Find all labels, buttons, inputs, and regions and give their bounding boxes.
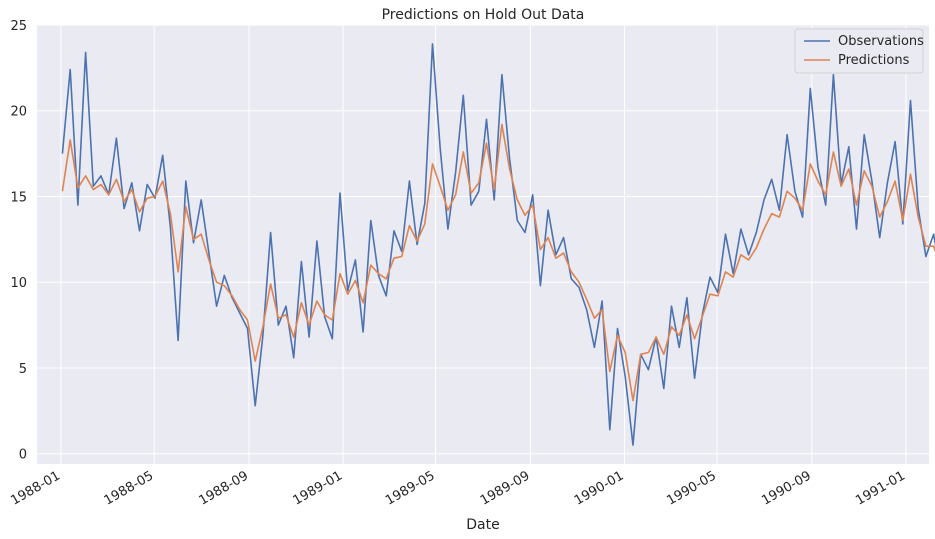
y-tick-label: 10: [10, 276, 27, 291]
legend-box: [794, 28, 924, 74]
x-tick-label: 1990-09: [759, 468, 814, 508]
y-tick-label: 20: [10, 105, 27, 120]
x-tick-label: 1990-05: [664, 468, 719, 508]
x-tick-label: 1989-05: [383, 468, 438, 508]
legend-label-observations: Observations: [838, 34, 924, 49]
y-tick-label: 15: [10, 190, 27, 205]
x-tick-label: 1990-01: [572, 468, 627, 508]
x-tick-label: 1988-05: [102, 468, 157, 508]
x-axis: 1988-01 1988-05 1988-09 1989-01 1989-05 1989-…: [8, 468, 908, 508]
grid: [37, 24, 929, 464]
x-tick-label: 1989-01: [291, 468, 346, 508]
plot-area: [37, 25, 929, 464]
legend: Observations Predictions: [794, 28, 924, 74]
series-layer: [61, 43, 935, 446]
y-tick-label: 25: [10, 19, 27, 34]
x-tick-label: 1988-01: [8, 468, 63, 508]
x-tick-label: 1988-09: [196, 468, 251, 508]
chart-title: Predictions on Hold Out Data: [382, 7, 585, 23]
y-tick-label: 0: [19, 448, 27, 463]
x-axis-label: Date: [466, 517, 499, 533]
x-tick-label: 1989-09: [478, 468, 533, 508]
series-line-predictions: [61, 123, 935, 402]
y-axis: 0 5 10 15 20 25: [10, 19, 27, 463]
x-tick-label: 1991-01: [853, 468, 908, 508]
legend-label-predictions: Predictions: [838, 53, 910, 68]
y-tick-label: 5: [19, 362, 27, 377]
series-line-observations: [61, 43, 935, 446]
